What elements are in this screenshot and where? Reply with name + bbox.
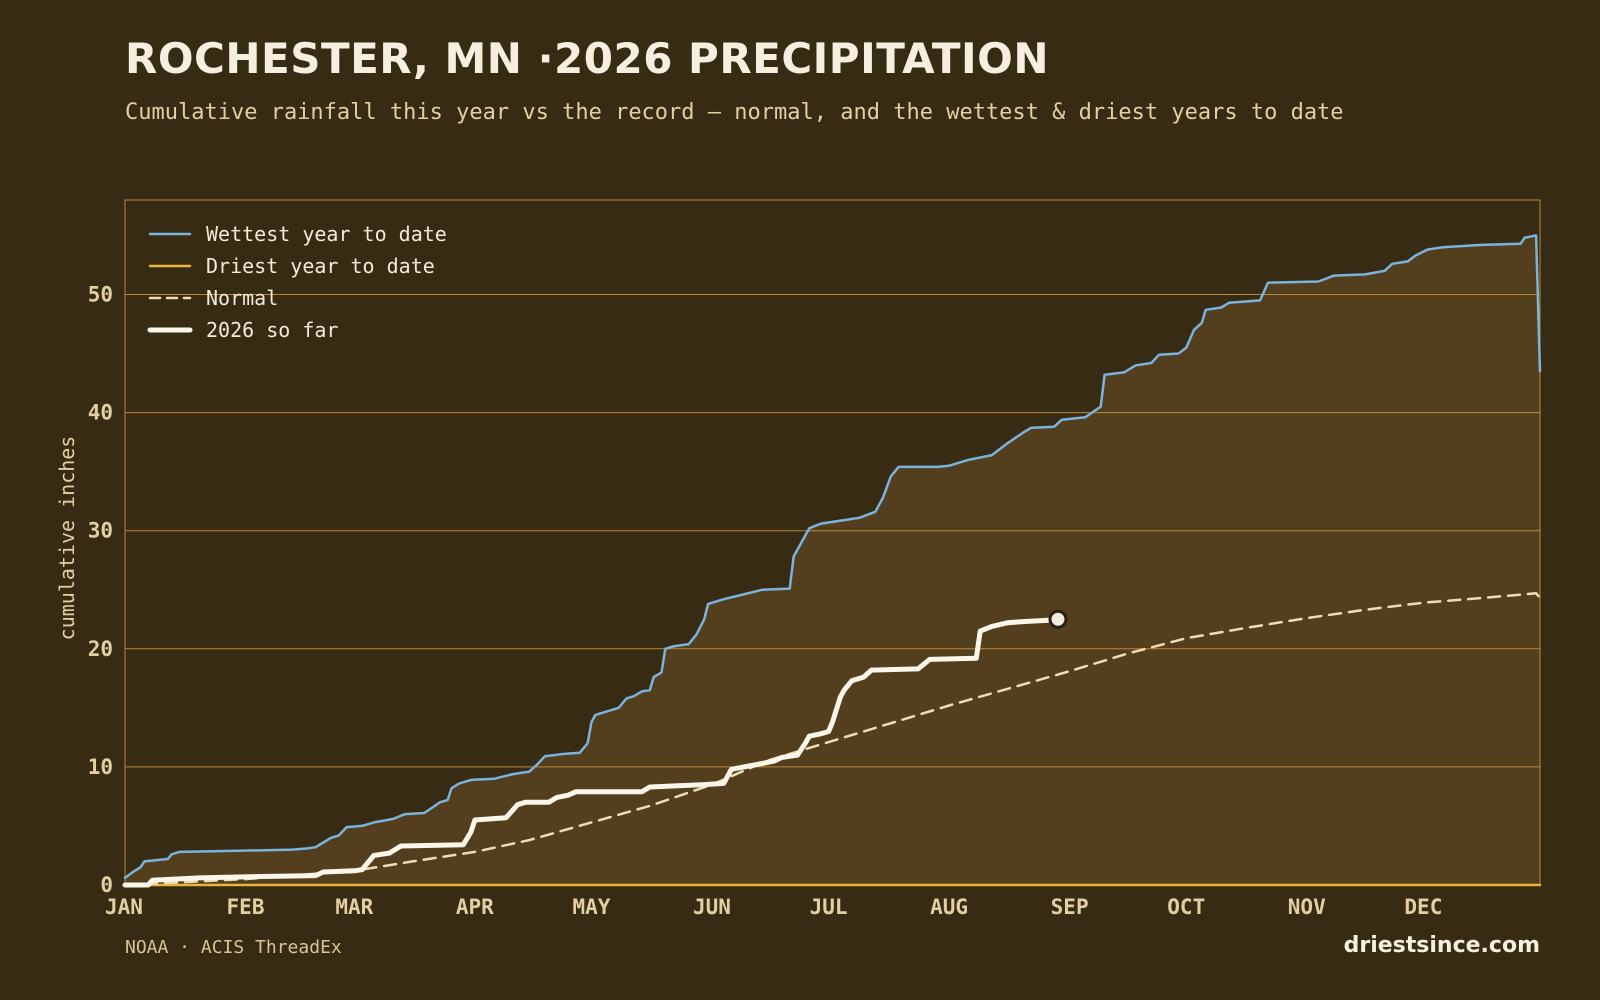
series-line-wettest-year-to-date: [123, 234, 1542, 880]
legend-label: Driest year to date: [206, 254, 435, 278]
x-tick-label: MAY: [573, 895, 611, 919]
x-tick-label: JUN: [693, 895, 731, 919]
y-axis-label: cumulative inches: [55, 436, 79, 641]
chart-title: ROCHESTER, MN ·2026 PRECIPITATION: [125, 34, 1049, 83]
chart-axes: 0 10 20 30 40 50 JAN FEB MAR APR MAY JUN JUL AUG SEP OC…: [88, 282, 1443, 919]
x-tick-label: NOV: [1288, 895, 1326, 919]
x-tick-label: AUG: [930, 895, 968, 919]
chart-fills: [125, 235, 1540, 885]
chart-gridlines: [124, 199, 1541, 886]
series-line-2026-so-far: [122, 616, 1061, 888]
chart-legend: Wettest year to date Driest year to date N…: [147, 222, 447, 342]
x-tick-label: OCT: [1167, 895, 1205, 919]
current-endpoint-marker: [1048, 609, 1068, 629]
wettest-driest-band: [125, 235, 1540, 885]
x-tick-label: FEB: [227, 895, 265, 919]
series-line-normal: [123, 592, 1542, 887]
source-credit: NOAA · ACIS ThreadEx: [125, 937, 342, 958]
y-tick-label: 0: [100, 873, 113, 897]
x-tick-label: DEC: [1404, 895, 1442, 919]
x-tick-label: JUL: [810, 895, 848, 919]
chart-series: [122, 234, 1542, 888]
y-tick-label: 40: [88, 401, 113, 425]
x-tick-label: JAN: [105, 895, 143, 919]
y-tick-label: 10: [88, 755, 113, 779]
y-tick-label: 50: [88, 282, 113, 306]
chart-subtitle: Cumulative rainfall this year vs the rec…: [125, 100, 1344, 125]
x-tick-label: MAR: [335, 895, 373, 919]
legend-label: Normal: [206, 286, 278, 310]
legend-label: Wettest year to date: [206, 222, 447, 246]
brand-link[interactable]: driestsince.com: [1343, 933, 1540, 958]
x-tick-label: APR: [456, 895, 494, 919]
y-tick-label: 20: [88, 637, 113, 661]
legend-label: 2026 so far: [206, 318, 338, 342]
y-tick-label: 30: [88, 519, 113, 543]
x-tick-label: SEP: [1051, 895, 1089, 919]
